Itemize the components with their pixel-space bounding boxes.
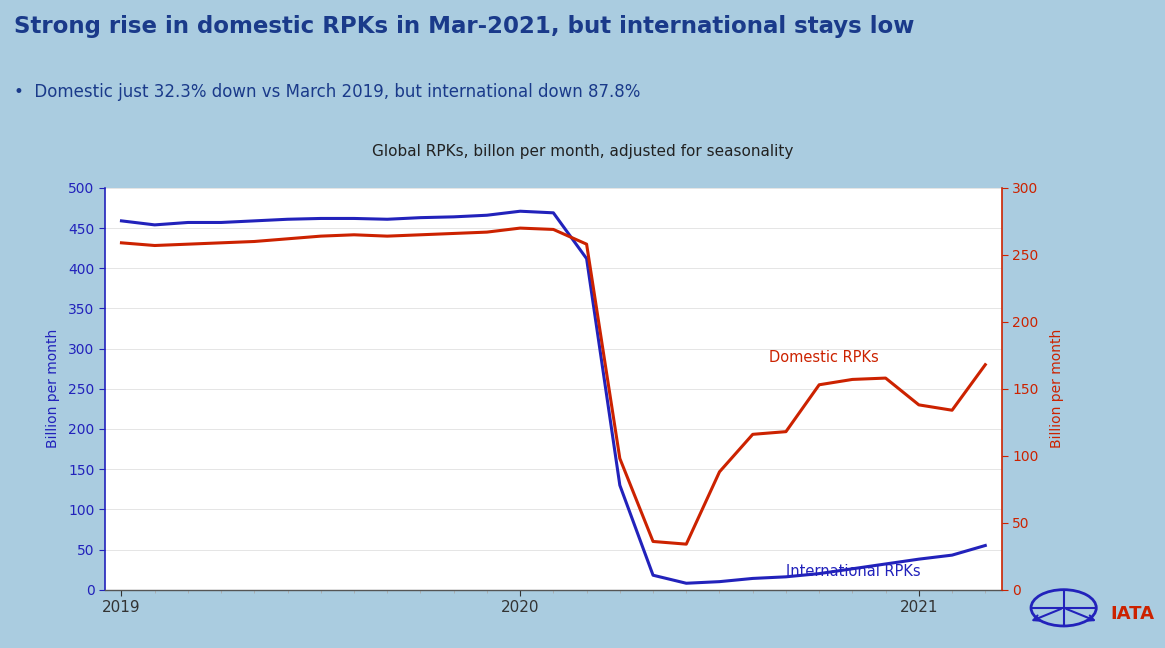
Y-axis label: Billion per month: Billion per month (1050, 329, 1064, 448)
Text: •  Domestic just 32.3% down vs March 2019, but international down 87.8%: • Domestic just 32.3% down vs March 2019… (14, 84, 641, 101)
Text: Global RPKs, billon per month, adjusted for seasonality: Global RPKs, billon per month, adjusted … (372, 144, 793, 159)
Text: International RPKs: International RPKs (786, 564, 920, 579)
Text: IATA: IATA (1110, 605, 1155, 623)
Text: Domestic RPKs: Domestic RPKs (769, 350, 880, 365)
Y-axis label: Billion per month: Billion per month (45, 329, 59, 448)
Text: Strong rise in domestic RPKs in Mar-2021, but international stays low: Strong rise in domestic RPKs in Mar-2021… (14, 15, 915, 38)
